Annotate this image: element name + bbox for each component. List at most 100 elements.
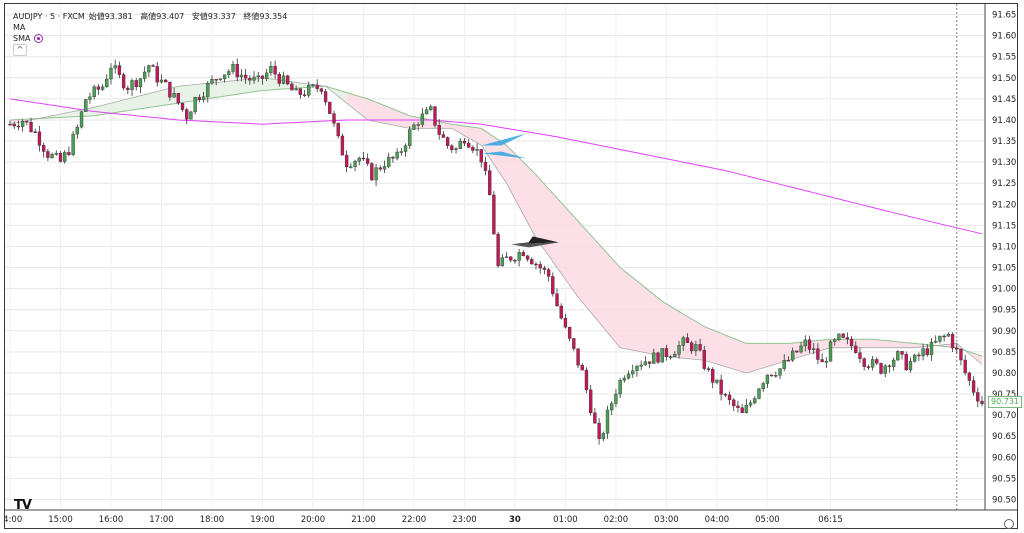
collapse-legend-button[interactable]: ^ [13, 44, 27, 56]
candle-body [206, 83, 210, 97]
candle-body [298, 88, 303, 95]
y-tick-label: 90.500 [992, 495, 1017, 505]
candle-body [67, 152, 71, 155]
candle-body [155, 66, 159, 83]
candle-body [231, 64, 235, 72]
x-tick-label: 21:00 [351, 515, 376, 525]
candle-body [534, 263, 538, 266]
visibility-eye-icon[interactable] [34, 34, 44, 43]
candle-body [294, 88, 298, 91]
candle-body [176, 93, 180, 104]
candle-body [622, 377, 627, 381]
settings-gear-icon[interactable] [1004, 519, 1014, 529]
candle-body [921, 348, 925, 357]
candle-body [589, 389, 593, 414]
candle-body [92, 86, 96, 98]
candle-body [660, 348, 664, 363]
candle-body [210, 79, 214, 84]
candle-body [353, 161, 357, 167]
ma-indicator-label[interactable]: MA [13, 23, 26, 32]
close-value: 終値93.354 [243, 12, 288, 21]
candle-body [542, 267, 547, 270]
x-tick-label: 06:15 [818, 515, 843, 525]
candle-body [142, 71, 147, 79]
candle-body [290, 83, 294, 91]
candle-body [904, 354, 908, 371]
candle-body [563, 317, 568, 328]
x-tick-label: 16:00 [99, 515, 124, 525]
candle-body [711, 369, 715, 383]
candle-body [597, 422, 601, 439]
candle-body [576, 348, 580, 366]
candle-body [929, 342, 934, 356]
candle-body [12, 124, 16, 127]
candle-body [466, 142, 471, 148]
candle-body [891, 359, 896, 367]
candle-body [618, 380, 622, 395]
candle-body [492, 194, 496, 235]
candle-body [58, 152, 63, 162]
blue-arrow-lower [481, 151, 527, 159]
candle-body [551, 276, 555, 295]
candle-body [395, 151, 399, 159]
y-tick-label: 90.800 [992, 369, 1017, 379]
y-tick-label: 90.950 [992, 306, 1017, 316]
y-tick-label: 91.050 [992, 264, 1017, 274]
candle-body [833, 339, 837, 342]
candle-body [496, 233, 500, 267]
candle-body [824, 361, 828, 363]
candlestick-chart[interactable]: 91.650 91.600 91.550 91.500 91.450 91.400 91.3… [5, 4, 1017, 528]
candle-body [900, 351, 904, 355]
candle-body [698, 344, 702, 351]
candle-body [555, 293, 559, 307]
high-value: 高値93.407 [140, 12, 185, 21]
candle-body [151, 65, 155, 67]
y-tick-label: 91.550 [992, 53, 1017, 63]
candle-body [248, 78, 252, 81]
candle-body [105, 78, 109, 88]
x-tick-label: 17:00 [149, 515, 174, 525]
candle-body [63, 152, 67, 162]
candle-body [193, 97, 197, 113]
sma-indicator-label[interactable]: SMA [13, 34, 31, 43]
candle-body [185, 109, 189, 120]
y-tick-label: 90.850 [992, 348, 1017, 358]
candle-body [319, 88, 324, 92]
candle-body [614, 393, 618, 404]
candle-body [753, 398, 757, 404]
candle-body [239, 74, 244, 78]
candle-body [483, 161, 488, 171]
candle-body [121, 74, 126, 89]
candle-body [626, 373, 631, 379]
y-tick-label: 91.650 [992, 11, 1017, 21]
candle-body [795, 350, 799, 353]
chart-frame: 91.650 91.600 91.550 91.500 91.450 91.400 91.3… [4, 3, 1022, 529]
candle-body [46, 151, 50, 158]
candle-body [706, 368, 711, 370]
symbol-title[interactable]: AUDJPY · 5 · FXCM [13, 12, 85, 21]
y-tick-label: 91.000 [992, 285, 1017, 295]
candle-body [37, 131, 42, 146]
candle-body [332, 113, 336, 124]
candle-body [370, 163, 374, 181]
chart-legend: AUDJPY · 5 · FXCM 始値93.381 高値93.407 安値93… [13, 11, 292, 56]
candle-body [955, 347, 959, 350]
candle-body [172, 93, 176, 98]
candle-body [25, 120, 29, 123]
candle-body [252, 76, 256, 81]
candle-body [631, 370, 635, 375]
candle-body [387, 156, 391, 167]
candle-body [715, 379, 719, 383]
tradingview-logo[interactable]: TV [14, 498, 32, 513]
candle-body [934, 341, 938, 343]
candle-body [647, 361, 652, 364]
y-tick-label: 91.250 [992, 179, 1017, 189]
candle-body [980, 401, 984, 404]
y-tick-label: 91.350 [992, 137, 1017, 147]
candle-body [816, 348, 820, 360]
candle-body [858, 352, 862, 359]
sma-slow-line [9, 98, 983, 235]
candle-body [201, 96, 206, 100]
candle-body [761, 383, 765, 390]
candle-body [799, 345, 803, 353]
